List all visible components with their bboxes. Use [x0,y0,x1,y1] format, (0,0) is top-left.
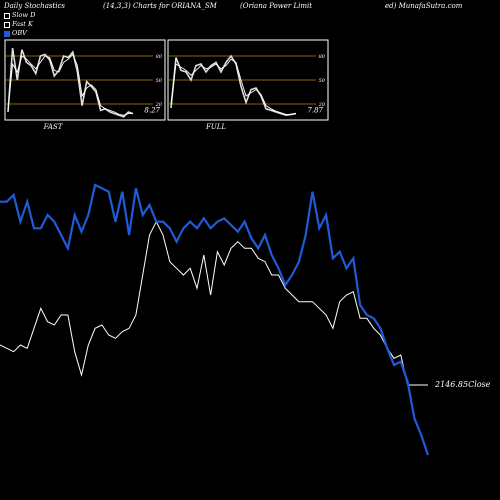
legend-label-fast-k: Fast K [12,20,33,28]
legend-swatch-obv [4,30,10,37]
legend: Slow D Fast K OBV [4,11,35,38]
fast-last-value: 8.27 [144,107,160,115]
legend-swatch-slow-d [4,12,10,19]
legend-item-fast-k: Fast K [4,20,35,29]
full-tick-20: 20 [318,102,326,108]
legend-label-slow-d: Slow D [12,11,36,19]
legend-item-slow-d: Slow D [4,11,35,20]
legend-swatch-fast-k [4,21,10,28]
full-fast-k-line [170,54,297,117]
header-right-2: ed) MunafaSutra.com [385,2,463,10]
full-slow-d-line [170,58,297,115]
header-left: Daily Stochastics [4,2,66,10]
obv-line [0,183,430,456]
close-last-label: 2146.85Close [434,380,491,389]
full-title: FULL [205,123,226,131]
legend-label-obv: OBV [12,29,27,37]
fast-tick-80: 80 [156,54,163,60]
fast-tick-50: 50 [156,78,163,84]
full-tick-80: 80 [319,54,326,60]
legend-item-obv: OBV [4,29,35,38]
header-mid: (14,3,3) Charts for ORIANA_SM [103,2,217,10]
fast-slow-d-line [7,53,133,116]
fast-fast-k-line [7,47,134,118]
close-price-line [0,220,428,386]
fast-tick-20: 20 [155,102,163,108]
fast-title: FAST [43,123,64,131]
full-tick-50: 50 [319,78,326,84]
header-right: (Oriana Power Limit [240,2,313,10]
full-last-value: 7.87 [307,107,323,115]
